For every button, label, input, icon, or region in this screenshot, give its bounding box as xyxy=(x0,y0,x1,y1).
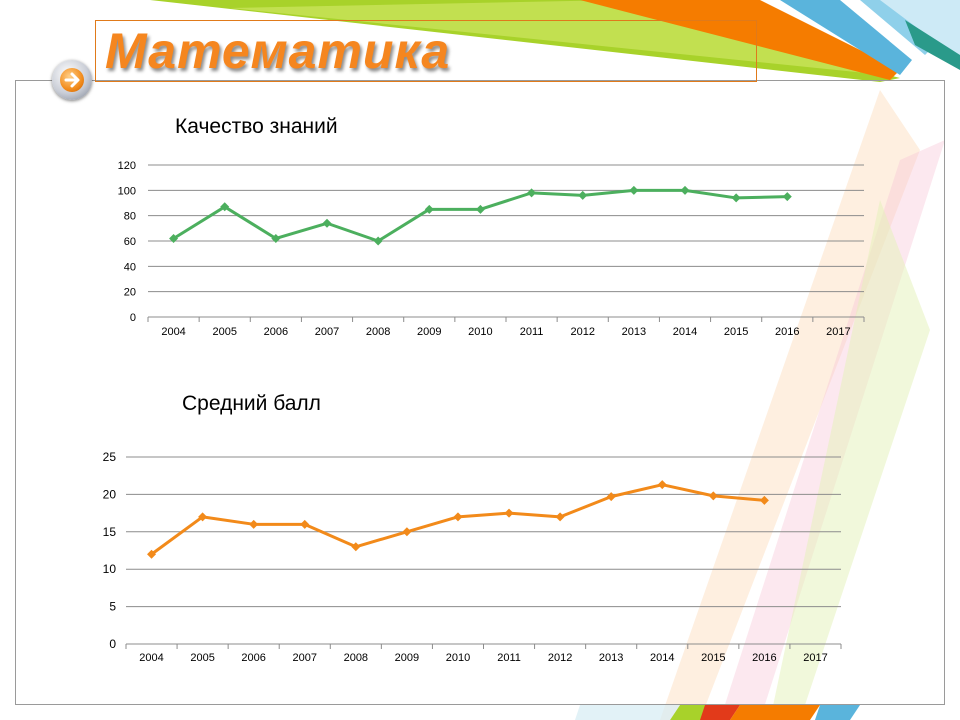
y-tick-label: 80 xyxy=(124,211,136,223)
x-tick-label: 2004 xyxy=(161,326,185,338)
x-tick-label: 2017 xyxy=(803,652,827,664)
y-tick-label: 120 xyxy=(118,160,136,172)
data-point xyxy=(300,519,310,529)
y-tick-label: 25 xyxy=(103,450,117,464)
x-tick-label: 2006 xyxy=(241,652,265,664)
x-tick-label: 2015 xyxy=(701,652,725,664)
slide-title: Математика xyxy=(105,23,451,79)
arrow-right-icon xyxy=(64,72,80,88)
x-tick-label: 2008 xyxy=(344,652,368,664)
x-tick-label: 2009 xyxy=(395,652,419,664)
x-tick-label: 2004 xyxy=(139,652,163,664)
data-point xyxy=(629,185,639,195)
data-point xyxy=(351,542,361,552)
data-point xyxy=(453,512,463,522)
data-point xyxy=(402,527,412,537)
next-slide-button[interactable] xyxy=(52,60,92,100)
data-point xyxy=(147,549,157,559)
data-point xyxy=(578,190,588,200)
data-point xyxy=(424,204,434,214)
x-tick-label: 2016 xyxy=(775,326,799,338)
data-point xyxy=(708,491,718,501)
y-tick-label: 60 xyxy=(124,236,136,248)
y-tick-label: 10 xyxy=(103,562,117,576)
data-point xyxy=(169,233,179,243)
data-point xyxy=(249,519,259,529)
x-tick-label: 2013 xyxy=(622,326,646,338)
x-tick-label: 2005 xyxy=(190,652,214,664)
data-point xyxy=(680,185,690,195)
y-tick-label: 15 xyxy=(103,525,117,539)
y-tick-label: 20 xyxy=(124,287,136,299)
data-point xyxy=(373,236,383,246)
data-point xyxy=(657,480,667,490)
data-point xyxy=(220,202,230,212)
data-point xyxy=(782,192,792,202)
x-tick-label: 2012 xyxy=(548,652,572,664)
x-tick-label: 2011 xyxy=(520,326,544,338)
x-tick-label: 2007 xyxy=(293,652,317,664)
x-tick-label: 2012 xyxy=(570,326,594,338)
y-tick-label: 20 xyxy=(103,487,117,501)
data-point xyxy=(759,495,769,505)
data-point xyxy=(555,512,565,522)
y-tick-label: 5 xyxy=(109,600,116,614)
x-tick-label: 2009 xyxy=(417,326,441,338)
x-tick-label: 2005 xyxy=(212,326,236,338)
x-tick-label: 2011 xyxy=(497,652,521,664)
data-point xyxy=(731,193,741,203)
y-tick-label: 0 xyxy=(130,312,136,324)
x-tick-label: 2010 xyxy=(468,326,492,338)
x-tick-label: 2010 xyxy=(446,652,470,664)
content-frame xyxy=(15,80,945,705)
title-box xyxy=(95,20,757,82)
x-tick-label: 2016 xyxy=(752,652,776,664)
data-point xyxy=(322,218,332,228)
x-tick-label: 2008 xyxy=(366,326,390,338)
y-tick-label: 100 xyxy=(118,185,136,197)
x-tick-label: 2015 xyxy=(724,326,748,338)
data-point xyxy=(504,508,514,518)
x-tick-label: 2006 xyxy=(264,326,288,338)
y-tick-label: 40 xyxy=(124,261,136,273)
y-tick-label: 0 xyxy=(109,637,116,651)
data-point xyxy=(198,512,208,522)
data-point xyxy=(527,188,537,198)
x-tick-label: 2014 xyxy=(650,652,674,664)
chart-2-title: Средний балл xyxy=(182,392,321,415)
data-point xyxy=(271,233,281,243)
x-tick-label: 2007 xyxy=(315,326,339,338)
x-tick-label: 2014 xyxy=(673,326,697,338)
data-point xyxy=(475,204,485,214)
data-point xyxy=(606,492,616,502)
chart-1-title: Качество знаний xyxy=(175,115,338,138)
x-tick-label: 2013 xyxy=(599,652,623,664)
x-tick-label: 2017 xyxy=(826,326,850,338)
